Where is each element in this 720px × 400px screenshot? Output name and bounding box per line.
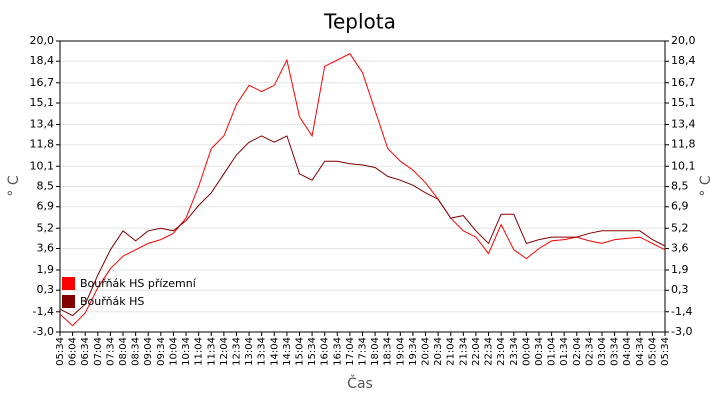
y-tick-label: 18,4 bbox=[30, 54, 55, 67]
series-line bbox=[59, 135, 666, 317]
x-tick-label: 16:34 bbox=[332, 337, 343, 366]
x-tick-label: 14:34 bbox=[282, 337, 293, 366]
y2-tick-label: 10,1 bbox=[671, 159, 696, 172]
y-tick-label: -1,4 bbox=[33, 305, 54, 318]
x-tick-label: 16:04 bbox=[320, 337, 331, 366]
y-tick-label: 15,1 bbox=[30, 96, 55, 109]
x-tick-label: 13:04 bbox=[244, 337, 255, 366]
x-tick-label: 15:34 bbox=[307, 337, 318, 366]
x-tick-label: 18:34 bbox=[383, 337, 394, 366]
series-line bbox=[59, 53, 666, 327]
y2-tick-label: 11,8 bbox=[671, 138, 696, 151]
x-tick-label: 06:04 bbox=[68, 337, 79, 366]
x-tick-label: 22:34 bbox=[484, 337, 495, 366]
y-tick-label: 11,8 bbox=[30, 138, 55, 151]
y-tick-label: 3,6 bbox=[37, 241, 55, 254]
x-tick-label: 09:34 bbox=[156, 337, 167, 366]
y2-tick-label: 8,5 bbox=[671, 180, 689, 193]
y2-tick-label: 15,1 bbox=[671, 96, 696, 109]
y2-tick-label: 13,4 bbox=[671, 118, 696, 131]
y-tick-label: -3,0 bbox=[33, 325, 54, 338]
x-tick-label: 17:04 bbox=[345, 337, 356, 366]
x-tick-label: 05:34 bbox=[660, 337, 671, 366]
y-tick-label: 13,4 bbox=[30, 118, 55, 131]
legend-label: Bouřňák HS přízemní bbox=[80, 277, 197, 290]
x-tick-label: 01:04 bbox=[547, 337, 558, 366]
x-tick-label: 03:34 bbox=[610, 337, 621, 366]
legend-swatch bbox=[62, 295, 75, 308]
x-tick-label: 21:04 bbox=[446, 337, 457, 366]
y-tick-label: 5,2 bbox=[37, 221, 55, 234]
y2-tick-label: 20,0 bbox=[671, 34, 696, 47]
x-tick-label: 01:34 bbox=[559, 337, 570, 366]
y-tick-label: 16,7 bbox=[30, 76, 55, 89]
x-tick-label: 15:04 bbox=[294, 337, 305, 366]
y-tick-label: 0,3 bbox=[37, 283, 55, 296]
x-tick-label: 05:04 bbox=[647, 337, 658, 366]
y2-tick-label: 5,2 bbox=[671, 221, 689, 234]
y2-tick-label: 0,3 bbox=[671, 283, 689, 296]
x-tick-label: 23:04 bbox=[496, 337, 507, 366]
legend-swatch bbox=[62, 277, 75, 290]
x-tick-label: 05:34 bbox=[55, 337, 66, 366]
y2-tick-label: 18,4 bbox=[671, 54, 696, 67]
x-tick-label: 02:34 bbox=[584, 337, 595, 366]
y2-tick-label: 16,7 bbox=[671, 76, 696, 89]
x-tick-label: 08:04 bbox=[118, 337, 129, 366]
x-tick-label: 02:04 bbox=[572, 337, 583, 366]
y2-tick-label: 6,9 bbox=[671, 200, 689, 213]
y2-tick-label: -3,0 bbox=[671, 325, 692, 338]
x-tick-label: 21:34 bbox=[458, 337, 469, 366]
x-axis-label: Čas bbox=[347, 374, 373, 392]
x-tick-label: 20:04 bbox=[421, 337, 432, 366]
x-tick-label: 00:04 bbox=[521, 337, 532, 366]
x-tick-label: 11:04 bbox=[194, 337, 205, 366]
y-tick-label: 20,0 bbox=[30, 34, 55, 47]
x-tick-label: 08:34 bbox=[131, 337, 142, 366]
y2-tick-label: -1,4 bbox=[671, 305, 692, 318]
x-tick-label: 11:34 bbox=[206, 337, 217, 366]
x-tick-label: 19:34 bbox=[408, 337, 419, 366]
x-tick-label: 00:34 bbox=[534, 337, 545, 366]
x-tick-label: 03:04 bbox=[597, 337, 608, 366]
legend-label: Bouřňák HS bbox=[80, 295, 144, 308]
x-tick-label: 10:04 bbox=[168, 337, 179, 366]
chart-title: Teplota bbox=[323, 10, 396, 34]
y-tick-label: 10,1 bbox=[30, 159, 55, 172]
x-tick-label: 07:04 bbox=[93, 337, 104, 366]
x-tick-label: 04:34 bbox=[635, 337, 646, 366]
x-tick-label: 14:04 bbox=[269, 337, 280, 366]
x-tick-label: 07:34 bbox=[105, 337, 116, 366]
x-tick-label: 13:34 bbox=[257, 337, 268, 366]
x-tick-label: 04:04 bbox=[622, 337, 633, 366]
y-tick-label: 8,5 bbox=[37, 180, 55, 193]
y2-tick-label: 1,9 bbox=[671, 263, 689, 276]
y-axis-label: ° C bbox=[6, 175, 22, 196]
y-tick-label: 6,9 bbox=[37, 200, 55, 213]
x-tick-label: 19:04 bbox=[395, 337, 406, 366]
x-tick-label: 12:34 bbox=[231, 337, 242, 366]
x-tick-label: 12:04 bbox=[219, 337, 230, 366]
x-tick-label: 17:34 bbox=[358, 337, 369, 366]
y2-axis-label: ° C bbox=[698, 175, 714, 196]
x-tick-label: 23:34 bbox=[509, 337, 520, 366]
y2-tick-label: 3,6 bbox=[671, 241, 689, 254]
y-tick-label: 1,9 bbox=[37, 263, 55, 276]
x-tick-label: 18:04 bbox=[370, 337, 381, 366]
x-tick-label: 06:34 bbox=[80, 337, 91, 366]
x-tick-label: 10:34 bbox=[181, 337, 192, 366]
x-tick-label: 22:04 bbox=[471, 337, 482, 366]
x-tick-label: 09:04 bbox=[143, 337, 154, 366]
x-tick-label: 20:34 bbox=[433, 337, 444, 366]
